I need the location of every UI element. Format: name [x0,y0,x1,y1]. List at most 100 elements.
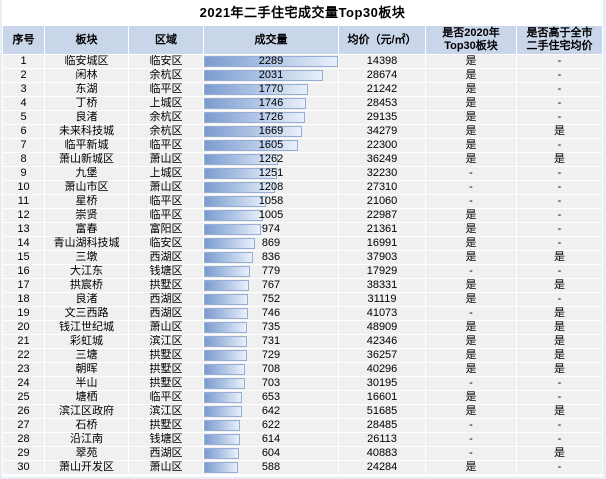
top30-table: 序号 板块 区域 成交量 均价（元/㎡） 是否2020年 Top30板块 是否高… [2,25,603,475]
cell-avg-price: 27310 [339,181,425,194]
cell-rank: 15 [3,251,44,264]
cell-volume: 588 [204,461,338,474]
cell-plate: 石桥 [45,419,128,432]
cell-volume: 653 [204,391,338,404]
cell-volume: 767 [204,279,338,292]
volume-value: 1251 [258,167,284,179]
cell-plate: 星桥 [45,195,128,208]
cell-top30-2020: 是 [426,125,516,138]
volume-value: 1058 [258,195,284,207]
cell-volume: 752 [204,293,338,306]
cell-avg-price: 31119 [339,293,425,306]
cell-top30-2020: 是 [426,111,516,124]
cell-top30-2020: 是 [426,55,516,68]
cell-plate: 闲林 [45,69,128,82]
cell-rank: 6 [3,125,44,138]
volume-value: 1208 [258,181,284,193]
cell-rank: 9 [3,167,44,180]
table-row: 13 富春 富阳区 974 21361 是 - [3,223,602,236]
cell-district: 余杭区 [129,125,203,138]
cell-avg-price: 28485 [339,419,425,432]
cell-above-city-avg: - [517,111,602,124]
cell-avg-price: 32230 [339,167,425,180]
table-row: 22 三塘 拱墅区 729 36257 是是 [3,349,602,362]
cell-volume: 1746 [204,97,338,110]
volume-data-bar [204,392,243,403]
cell-above-city-avg: - [517,69,602,82]
cell-above-city-avg: - [517,461,602,474]
table-row: 27 石桥 拱墅区 622 28485- - [3,419,602,432]
volume-value: 735 [261,321,281,333]
volume-value: 1770 [258,83,284,95]
cell-top30-2020: 是 [426,391,516,404]
cell-rank: 3 [3,83,44,96]
cell-volume: 729 [204,349,338,362]
cell-top30-2020: - [426,377,516,390]
cell-district: 滨江区 [129,405,203,418]
table-row: 10 萧山市区 萧山区 1208 27310- - [3,181,602,194]
cell-top30-2020: 是 [426,321,516,334]
column-header-volume: 成交量 [204,26,338,54]
cell-plate: 九堡 [45,167,128,180]
table-row: 12 崇贤 临平区 1005 22987 是 - [3,209,602,222]
cell-rank: 4 [3,97,44,110]
cell-top30-2020: 是 [426,223,516,236]
table-row: 23 朝晖 拱墅区 708 40296 是是 [3,363,602,376]
cell-above-city-avg: 是 [517,363,602,376]
cell-avg-price: 22987 [339,209,425,222]
table-row: 8 萧山新城区 萧山区 1262 36249 是是 [3,153,602,166]
table-row: 30 萧山开发区 萧山区 588 24284 是 - [3,461,602,474]
column-header-above-city-avg: 是否高于全市 二手住宅均价 [517,26,602,54]
cell-above-city-avg: 是 [517,447,602,460]
cell-rank: 29 [3,447,44,460]
cell-avg-price: 16601 [339,391,425,404]
cell-district: 萧山区 [129,153,203,166]
volume-data-bar [204,224,262,235]
volume-data-bar [204,112,306,123]
page-title: 2021年二手住宅成交量Top30板块 [199,5,406,20]
cell-avg-price: 26113 [339,433,425,446]
cell-avg-price: 14398 [339,55,425,68]
cell-rank: 1 [3,55,44,68]
cell-top30-2020: 是 [426,139,516,152]
table-row: 19 文三西路 西湖区 746 41073- 是 [3,307,602,320]
cell-top30-2020: - [426,307,516,320]
volume-data-bar [204,434,240,445]
cell-plate: 青山湖科技城 [45,237,128,250]
cell-district: 拱墅区 [129,279,203,292]
table-row: 9 九堡 上城区 1251 32230- - [3,167,602,180]
cell-volume: 642 [204,405,338,418]
cell-district: 临平区 [129,83,203,96]
cell-district: 临平区 [129,391,203,404]
cell-top30-2020: 是 [426,251,516,264]
cell-rank: 13 [3,223,44,236]
volume-data-bar [204,364,246,375]
volume-data-bar [204,308,248,319]
cell-avg-price: 40883 [339,447,425,460]
volume-value: 1726 [258,111,284,123]
cell-rank: 21 [3,335,44,348]
cell-avg-price: 40296 [339,363,425,376]
cell-rank: 16 [3,265,44,278]
cell-rank: 10 [3,181,44,194]
column-header-plate: 板块 [45,26,128,54]
cell-above-city-avg: - [517,139,602,152]
cell-avg-price: 29135 [339,111,425,124]
table-row: 21 彩虹城 滨江区 731 42346 是是 [3,335,602,348]
table-row: 6 未来科技城 余杭区 1669 34279 是是 [3,125,602,138]
cell-top30-2020: - [426,265,516,278]
cell-plate: 彩虹城 [45,335,128,348]
cell-plate: 沿江南 [45,433,128,446]
cell-avg-price: 21361 [339,223,425,236]
volume-data-bar [204,56,338,67]
table-row: 16 大江东 钱塘区 779 17929- - [3,265,602,278]
cell-above-city-avg: - [517,223,602,236]
cell-above-city-avg: 是 [517,251,602,264]
table-row: 14 青山湖科技城 临安区 869 16991 是 - [3,237,602,250]
volume-data-bar [204,210,263,221]
cell-above-city-avg: 是 [517,307,602,320]
table-row: 7 临平新城 临平区 1605 22300 是 - [3,139,602,152]
table-header: 序号 板块 区域 成交量 均价（元/㎡） 是否2020年 Top30板块 是否高… [3,26,602,54]
cell-plate: 滨江区政府 [45,405,128,418]
cell-plate: 文三西路 [45,307,128,320]
